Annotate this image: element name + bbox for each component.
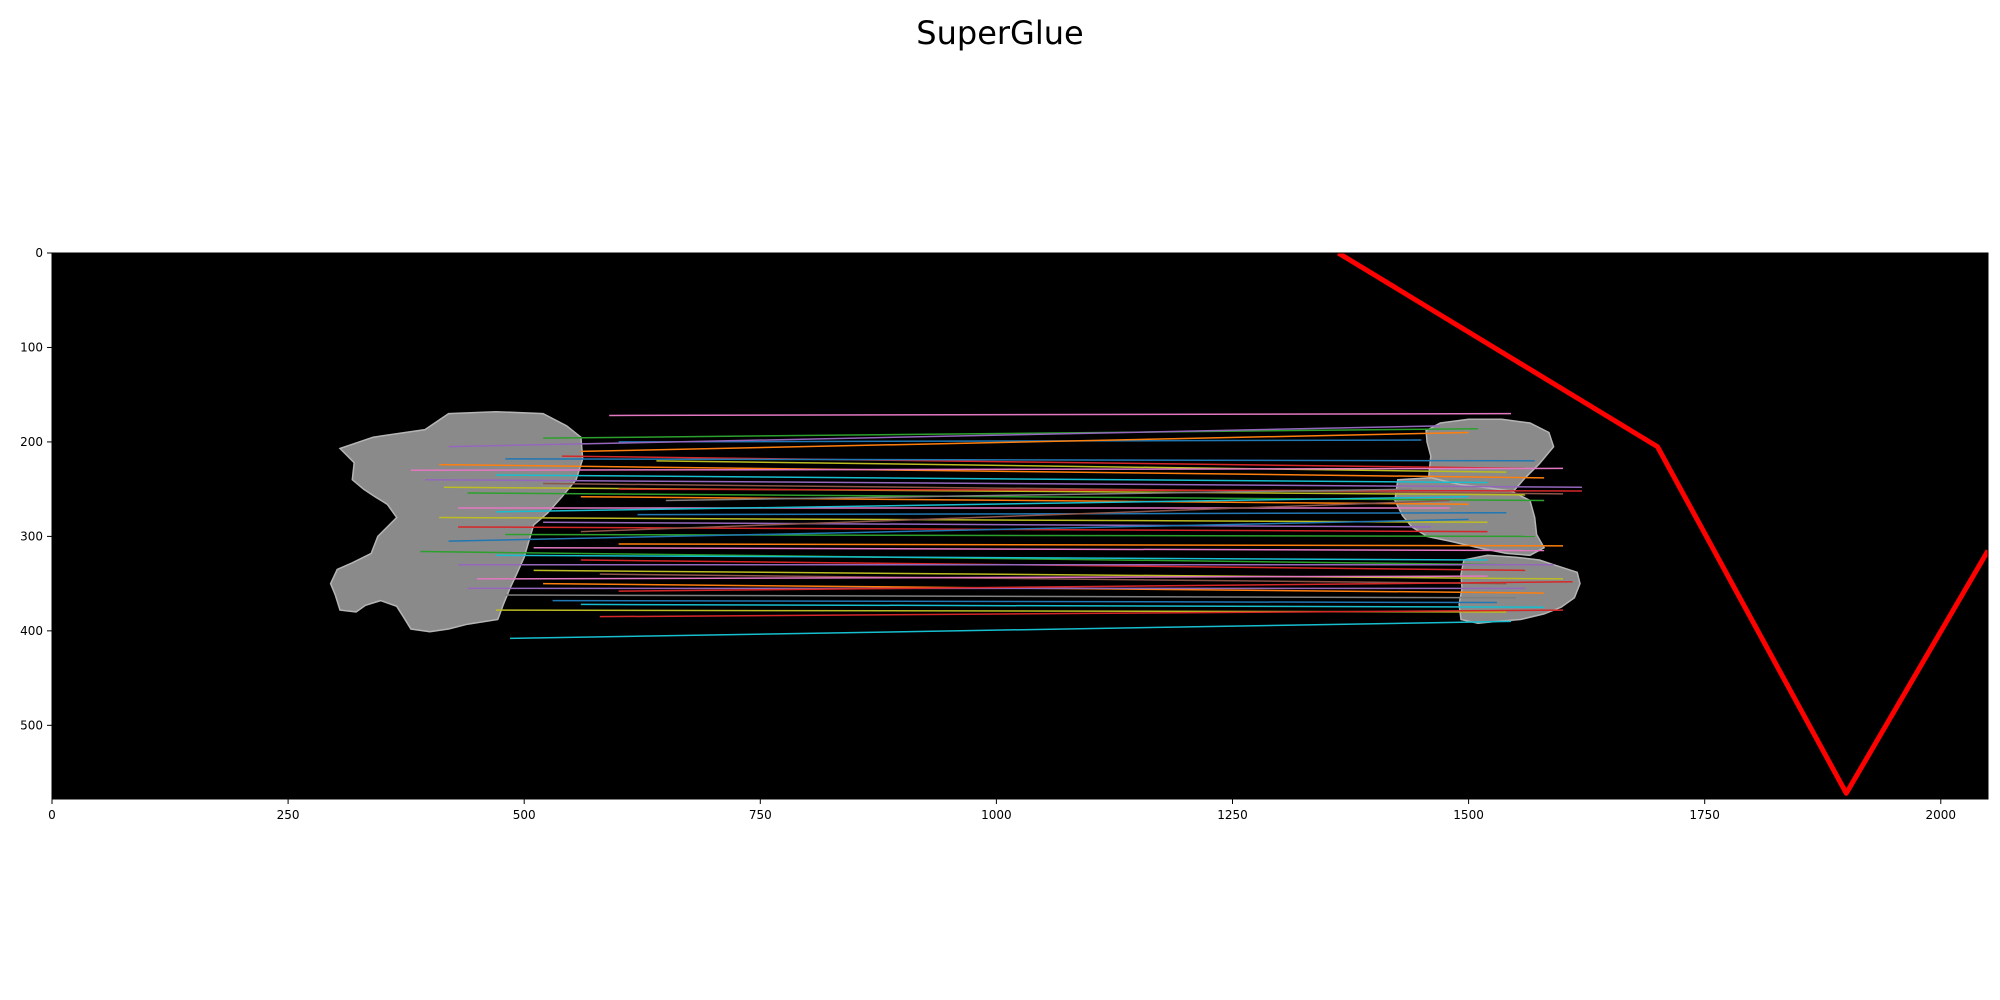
red-outline-path (1337, 253, 1988, 796)
y-tick-label-400: 400 (20, 624, 43, 638)
x-tick-label-500: 500 (513, 808, 536, 822)
x-tick-label-1750: 1750 (1689, 808, 1720, 822)
match-line-10 (410, 467, 1564, 472)
match-line-26 (505, 533, 1535, 538)
match-line-15 (618, 488, 1582, 492)
chart-title: SuperGlue (916, 14, 1083, 52)
match-line-35 (599, 573, 1507, 585)
match-line-13 (543, 482, 1564, 495)
x-axis: 0 250 500 750 1000 1250 1500 1750 2000 (48, 799, 1956, 822)
y-tick-label-0: 0 (35, 246, 43, 260)
match-line-18 (665, 488, 1412, 502)
plot-background (52, 253, 1988, 799)
x-tick-label-0: 0 (48, 808, 56, 822)
match-line-2 (543, 427, 1479, 439)
match-line-44 (599, 609, 1564, 618)
match-line-29 (533, 546, 1545, 552)
match-line-36 (476, 575, 1488, 580)
match-line-3 (618, 439, 1422, 443)
match-line-39 (618, 580, 1573, 592)
match-line-1 (609, 412, 1512, 417)
y-tick-label-500: 500 (20, 718, 43, 732)
match-line-23 (543, 521, 1431, 528)
match-line-41 (552, 599, 1497, 604)
match-line-45 (510, 620, 1512, 640)
x-tick-label-250: 250 (277, 808, 300, 822)
match-line-31 (495, 554, 1488, 561)
plot-frame (51, 252, 1989, 800)
y-tick-label-100: 100 (20, 340, 43, 354)
x-tick-label-2000: 2000 (1926, 808, 1957, 822)
match-line-5 (580, 431, 1469, 453)
match-line-17 (580, 495, 1469, 506)
match-line-42 (580, 603, 1545, 608)
y-tick-label-200: 200 (20, 435, 43, 449)
match-line-6 (561, 455, 1526, 470)
match-line-12 (425, 478, 1582, 489)
red-outline (1337, 253, 1988, 796)
match-line-40 (505, 594, 1516, 599)
match-lines (410, 412, 1582, 640)
match-line-16 (467, 492, 1545, 502)
x-tick-label-1000: 1000 (981, 808, 1012, 822)
y-tick-label-300: 300 (20, 529, 43, 543)
match-line-11 (495, 474, 1488, 484)
match-line-4 (448, 425, 1441, 448)
match-line-7 (505, 458, 1535, 462)
match-line-28 (618, 543, 1564, 547)
match-line-22 (439, 516, 1488, 523)
match-line-9 (439, 463, 1545, 479)
match-line-20 (495, 495, 1469, 513)
x-tick-label-1500: 1500 (1453, 808, 1484, 822)
match-line-34 (533, 569, 1564, 580)
match-line-8 (656, 460, 1507, 473)
match-line-27 (448, 518, 1469, 542)
x-tick-label-1250: 1250 (1217, 808, 1248, 822)
match-line-25 (580, 499, 1450, 533)
y-axis: 0 100 200 300 400 500 (20, 246, 52, 732)
x-tick-label-750: 750 (749, 808, 772, 822)
